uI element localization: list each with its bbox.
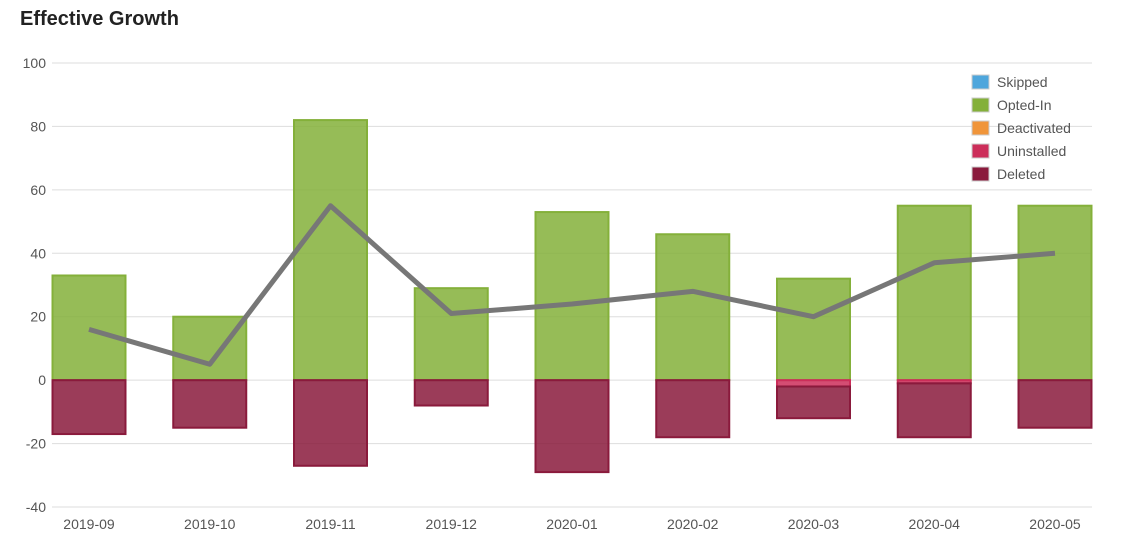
x-tick-label: 2019-12 [426, 516, 478, 532]
bar-opted-in [172, 315, 248, 382]
x-tick-label: 2019-10 [184, 516, 236, 532]
legend-label: Opted-In [997, 97, 1051, 113]
bar-opted-in [776, 277, 851, 382]
bar-deleted [896, 382, 972, 439]
y-tick-label: 0 [38, 372, 46, 388]
y-tick-label: 100 [23, 55, 47, 71]
chart-title: Effective Growth [20, 8, 179, 30]
x-tick-label: 2020-04 [909, 516, 961, 532]
legend-label: Skipped [997, 74, 1048, 90]
x-tick-label: 2020-02 [667, 516, 719, 532]
trend-line-group [88, 203, 1056, 367]
legend-label: Deleted [997, 166, 1045, 182]
bar-deleted [655, 379, 731, 439]
legend-label: Deactivated [997, 120, 1071, 136]
bar-opted-in [1017, 204, 1093, 382]
bar-opted-in [51, 274, 127, 382]
bar-deleted [172, 379, 248, 429]
bar-opted-in [534, 211, 610, 382]
y-tick-label: -20 [26, 436, 46, 452]
bar-opted-in [293, 119, 368, 382]
legend-swatch [971, 74, 990, 90]
y-axis: 100 80 60 40 20 0 -20 -40 [23, 55, 47, 515]
bar-deleted [534, 379, 610, 474]
legend: Skipped Opted-In Deactivated Uninstalled Del… [971, 74, 1071, 182]
bar-opted-in [413, 287, 489, 382]
bars [51, 119, 1093, 474]
x-tick-label: 2019-11 [305, 516, 356, 532]
x-tick-label: 2020-01 [546, 516, 598, 532]
x-tick-label: 2020-03 [788, 516, 840, 532]
y-tick-label: 80 [30, 118, 46, 134]
legend-swatch [971, 97, 990, 113]
legend-swatch [971, 166, 990, 182]
y-tick-label: 60 [30, 182, 46, 198]
legend-swatch [971, 120, 990, 136]
x-axis: 2019-09 2019-10 2019-11 2019-12 2020-01 2020-… [63, 516, 1081, 532]
legend-swatch [971, 143, 990, 159]
trend-line [88, 203, 1056, 367]
bar-deleted [776, 385, 851, 420]
bar-deleted [1017, 379, 1093, 429]
legend-label: Uninstalled [997, 143, 1066, 159]
x-tick-label: 2020-05 [1029, 516, 1081, 532]
bar-opted-in [896, 204, 972, 382]
bar-deleted [413, 379, 489, 407]
y-tick-label: 20 [30, 309, 46, 325]
bar-deleted [51, 379, 127, 436]
x-tick-label: 2019-09 [63, 516, 115, 532]
y-tick-label: 40 [30, 245, 46, 261]
bar-deleted [293, 379, 368, 467]
bar-opted-in [655, 233, 731, 382]
y-tick-label: -40 [26, 499, 46, 515]
